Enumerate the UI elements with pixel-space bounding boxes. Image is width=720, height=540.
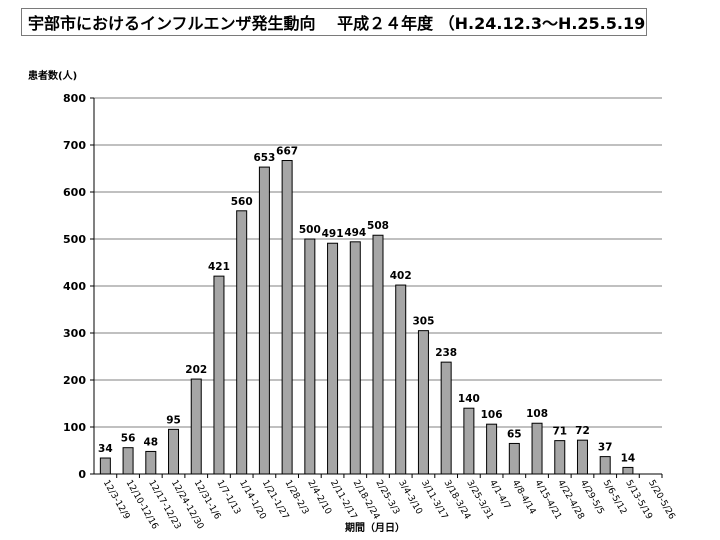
- data-label: 202: [185, 364, 207, 376]
- data-label: 71: [552, 426, 567, 438]
- data-label: 48: [143, 436, 158, 448]
- data-label: 37: [598, 442, 613, 454]
- data-label: 65: [507, 428, 522, 440]
- y-tick-label: 500: [63, 233, 86, 246]
- bar: [622, 466, 634, 475]
- y-axis-label: 患者数(人): [28, 69, 77, 82]
- y-tick-label: 100: [63, 421, 86, 434]
- bar: [372, 234, 384, 475]
- data-label: 653: [253, 152, 275, 164]
- bar: [190, 378, 202, 475]
- data-label: 140: [458, 393, 480, 405]
- bar: [258, 166, 270, 475]
- bar: [122, 447, 134, 475]
- bar: [327, 242, 339, 475]
- bar: [599, 456, 611, 475]
- bar: [554, 440, 566, 475]
- y-tick-label: 700: [63, 139, 86, 152]
- data-label: 402: [390, 270, 412, 282]
- data-label: 500: [299, 224, 321, 236]
- data-label: 14: [621, 452, 636, 464]
- x-tick-label: 4/1-4/7: [487, 479, 512, 512]
- y-tick-label: 0: [78, 468, 86, 481]
- data-label: 491: [322, 228, 344, 240]
- data-label: 667: [276, 146, 298, 158]
- axes: [93, 98, 663, 478]
- data-label: 560: [231, 196, 253, 208]
- bar: [213, 275, 225, 475]
- bar: [463, 407, 475, 475]
- y-tick-label: 800: [63, 92, 86, 105]
- bar: [99, 457, 111, 475]
- data-label: 56: [121, 433, 136, 445]
- bar: [304, 238, 316, 475]
- y-tick-label: 300: [63, 327, 86, 340]
- data-label: 108: [526, 408, 548, 420]
- bar: [395, 284, 407, 475]
- data-label: 238: [435, 347, 457, 359]
- bar: [576, 439, 588, 475]
- bar: [236, 210, 248, 475]
- bar: [145, 450, 157, 475]
- data-label: 508: [367, 220, 389, 232]
- y-tick-labels: 0 100 200 300 400 500 600 700 800: [63, 92, 86, 481]
- bar: [168, 428, 180, 475]
- data-label: 34: [98, 443, 113, 455]
- bar: [440, 361, 452, 475]
- y-tick-label: 600: [63, 186, 86, 199]
- data-label: 106: [481, 409, 503, 421]
- data-label: 72: [575, 425, 590, 437]
- bar: [281, 160, 293, 475]
- data-label: 494: [344, 227, 366, 239]
- data-label: 95: [166, 414, 181, 426]
- x-axis-label: 期間（月日）: [345, 521, 405, 534]
- chart-title: 宇部市におけるインフルエンザ発生動向 平成２４年度 （H.24.12.3～H.2…: [21, 8, 647, 36]
- bar: [349, 241, 361, 475]
- y-tick-label: 400: [63, 280, 86, 293]
- data-label: 305: [412, 316, 434, 328]
- bar: [417, 330, 429, 475]
- bar: [486, 423, 498, 475]
- bar: [531, 422, 543, 475]
- y-tick-label: 200: [63, 374, 86, 387]
- data-label: 421: [208, 261, 230, 273]
- bar: [508, 442, 520, 475]
